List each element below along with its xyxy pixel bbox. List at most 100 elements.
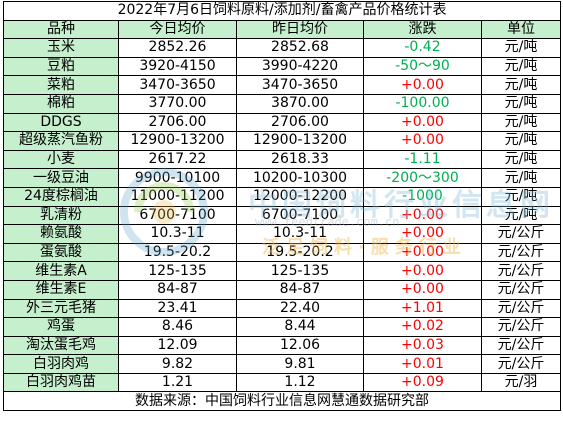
row-yesterday-price: 12000-12200 xyxy=(236,186,364,207)
row-change: +0.00 xyxy=(363,242,482,263)
row-unit: 元/公斤 xyxy=(480,298,562,319)
header-today-price: 今日均价 xyxy=(118,19,237,40)
row-name: 白羽肉鸡 xyxy=(3,354,119,374)
row-change: -100.00 xyxy=(363,93,482,114)
row-unit: 元/公斤 xyxy=(480,242,562,263)
row-today-price: 3770.00 xyxy=(118,93,237,114)
table-row: 白羽肉鸡苗 1.21 1.12 +0.09 元/羽 xyxy=(3,372,562,393)
row-today-price: 19.5-20.2 xyxy=(118,242,237,263)
row-name: 赖氨酸 xyxy=(3,224,119,244)
row-yesterday-price: 3470-3650 xyxy=(236,75,364,95)
row-unit: 元/公斤 xyxy=(480,354,562,374)
row-yesterday-price: 8.44 xyxy=(236,317,364,337)
row-change: -0.42 xyxy=(363,38,482,58)
row-change: +0.03 xyxy=(363,335,482,356)
row-name: 蛋氨酸 xyxy=(3,242,119,263)
row-name: 白羽肉鸡苗 xyxy=(3,372,119,393)
row-today-price: 84-87 xyxy=(118,279,237,300)
row-today-price: 12900-13200 xyxy=(118,131,237,151)
row-name: 小麦 xyxy=(3,149,119,170)
row-yesterday-price: 9.81 xyxy=(236,354,364,374)
row-change: +0.00 xyxy=(363,112,482,133)
row-today-price: 6700-7100 xyxy=(118,205,237,226)
row-name: 外三元毛猪 xyxy=(3,298,119,319)
row-name: 超级蒸汽鱼粉 xyxy=(3,131,119,151)
row-name: 鸡蛋 xyxy=(3,317,119,337)
row-today-price: 1.21 xyxy=(118,372,237,393)
table-title-row: 2022年7月6日饲料原料/添加剂/畜禽产品价格统计表 xyxy=(2,1,562,21)
row-yesterday-price: 22.40 xyxy=(236,298,364,319)
row-name: 玉米 xyxy=(3,38,119,58)
table-row: 外三元毛猪 23.41 22.40 +1.01 元/公斤 xyxy=(3,298,562,319)
header-unit: 单位 xyxy=(480,19,562,40)
row-unit: 元/吨 xyxy=(480,38,562,58)
table-row: 玉米 2852.26 2852.68 -0.42 元/吨 xyxy=(3,38,562,58)
table-row: 淘汰蛋毛鸡 12.09 12.06 +0.03 元/公斤 xyxy=(3,335,562,356)
row-today-price: 2852.26 xyxy=(118,38,237,58)
row-change: +0.02 xyxy=(363,317,482,337)
row-change: +0.00 xyxy=(363,224,482,244)
table-row: 菜粕 3470-3650 3470-3650 +0.00 元/吨 xyxy=(3,75,562,95)
row-name: 淘汰蛋毛鸡 xyxy=(3,335,119,356)
row-unit: 元/公斤 xyxy=(480,224,562,244)
row-name: DDGS xyxy=(3,112,119,133)
table-row: 蛋氨酸 19.5-20.2 19.5-20.2 +0.00 元/公斤 xyxy=(3,242,562,263)
row-yesterday-price: 12.06 xyxy=(236,335,364,356)
row-change: +0.00 xyxy=(363,75,482,95)
table-row: 白羽肉鸡 9.82 9.81 +0.01 元/公斤 xyxy=(3,354,562,374)
row-today-price: 8.46 xyxy=(118,317,237,337)
row-yesterday-price: 6700-7100 xyxy=(236,205,364,226)
table-row: 豆粕 3920-4150 3990-4220 -50～90 元/吨 xyxy=(3,56,562,77)
row-change: -200～300 xyxy=(363,168,482,188)
header-yesterday-price: 昨日均价 xyxy=(236,19,364,40)
price-table: 2022年7月6日饲料原料/添加剂/畜禽产品价格统计表 品种 今日均价 昨日均价… xyxy=(2,1,562,412)
row-unit: 元/吨 xyxy=(480,186,562,207)
table-header-row: 品种 今日均价 昨日均价 涨跌 单位 xyxy=(3,19,562,40)
data-source-note: 数据来源：中国饲料行业信息网慧通数据研究部 xyxy=(2,391,562,412)
row-today-price: 23.41 xyxy=(118,298,237,319)
table-row: DDGS 2706.00 2706.00 +0.00 元/吨 xyxy=(3,112,562,133)
header-change: 涨跌 xyxy=(363,19,482,40)
row-yesterday-price: 2618.33 xyxy=(236,149,364,170)
row-name: 维生素E xyxy=(3,279,119,300)
table-row: 超级蒸汽鱼粉 12900-13200 12900-13200 +0.00 元/吨 xyxy=(3,131,562,151)
row-yesterday-price: 3990-4220 xyxy=(236,56,364,77)
row-name: 一级豆油 xyxy=(3,168,119,188)
table-row: 24度棕榈油 11000-11200 12000-12200 -1000 元/吨 xyxy=(3,186,562,207)
row-change: -1.11 xyxy=(363,149,482,170)
row-today-price: 9900-10100 xyxy=(118,168,237,188)
row-yesterday-price: 10200-10300 xyxy=(236,168,364,188)
row-today-price: 125-135 xyxy=(118,261,237,281)
row-change: -50～90 xyxy=(363,56,482,77)
row-yesterday-price: 19.5-20.2 xyxy=(236,242,364,263)
row-unit: 元/吨 xyxy=(480,131,562,151)
row-unit: 元/公斤 xyxy=(480,317,562,337)
row-today-price: 10.3-11 xyxy=(118,224,237,244)
row-yesterday-price: 3870.00 xyxy=(236,93,364,114)
row-change: +0.01 xyxy=(363,354,482,374)
row-yesterday-price: 2706.00 xyxy=(236,112,364,133)
row-unit: 元/羽 xyxy=(480,372,562,393)
table-row: 棉粕 3770.00 3870.00 -100.00 元/吨 xyxy=(3,93,562,114)
row-change: +0.00 xyxy=(363,131,482,151)
table-row: 赖氨酸 10.3-11 10.3-11 +0.00 元/公斤 xyxy=(3,224,562,244)
row-change: -1000 xyxy=(363,186,482,207)
row-name: 维生素A xyxy=(3,261,119,281)
table-title: 2022年7月6日饲料原料/添加剂/畜禽产品价格统计表 xyxy=(2,1,562,21)
table-footer-row: 数据来源：中国饲料行业信息网慧通数据研究部 xyxy=(2,391,562,412)
table-row: 维生素A 125-135 125-135 +0.00 元/公斤 xyxy=(3,261,562,281)
price-table-container: 2022年7月6日饲料原料/添加剂/畜禽产品价格统计表 品种 今日均价 昨日均价… xyxy=(2,1,562,412)
row-unit: 元/公斤 xyxy=(480,279,562,300)
row-unit: 元/吨 xyxy=(480,75,562,95)
row-yesterday-price: 84-87 xyxy=(236,279,364,300)
row-yesterday-price: 1.12 xyxy=(236,372,364,393)
row-unit: 元/吨 xyxy=(480,93,562,114)
row-name: 豆粕 xyxy=(3,56,119,77)
row-unit: 元/吨 xyxy=(480,56,562,77)
table-row: 一级豆油 9900-10100 10200-10300 -200～300 元/吨 xyxy=(3,168,562,188)
row-change: +0.09 xyxy=(363,372,482,393)
row-name: 24度棕榈油 xyxy=(3,186,119,207)
row-change: +1.01 xyxy=(363,298,482,319)
row-yesterday-price: 10.3-11 xyxy=(236,224,364,244)
row-yesterday-price: 12900-13200 xyxy=(236,131,364,151)
